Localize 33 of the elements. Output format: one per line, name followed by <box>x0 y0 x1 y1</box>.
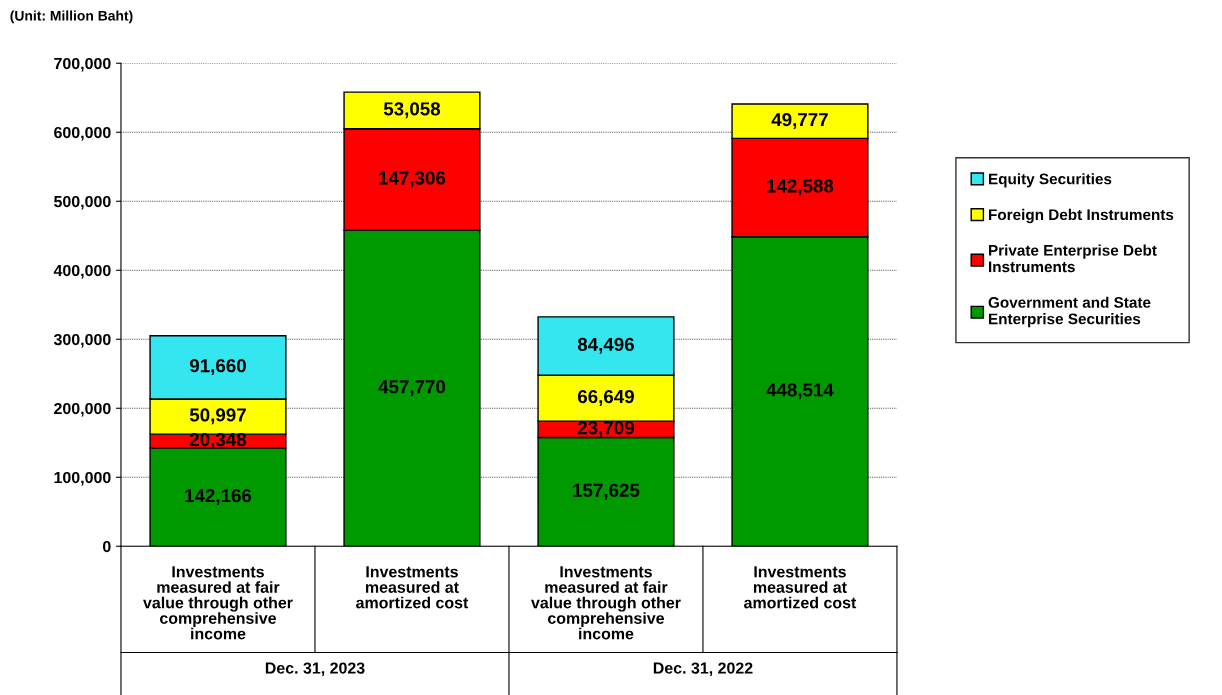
y-tick-label: 600,000 <box>54 126 111 141</box>
y-tick-label: 500,000 <box>54 195 111 210</box>
legend-label: Equity Securities <box>989 173 1112 188</box>
data-label: 53,058 <box>383 102 441 119</box>
data-label: 84,496 <box>577 337 634 354</box>
data-label: 23,709 <box>577 421 634 438</box>
data-label: 50,997 <box>189 408 246 425</box>
data-label: 457,770 <box>378 380 446 397</box>
y-tick-label: 700,000 <box>54 57 111 72</box>
legend-label: Government and State Enterprise Securities <box>988 296 1151 328</box>
y-tick-label: 200,000 <box>54 402 111 417</box>
legend-label: Private Enterprise Debt Instruments <box>989 244 1157 273</box>
x-tick-label: Investments measured at amortized cost <box>356 566 469 609</box>
x-tick-label: Investments measured at amortized cost <box>744 566 857 609</box>
data-label: 20,348 <box>189 432 247 449</box>
text: Dec. 31, 2023 <box>265 662 365 677</box>
text: Dec. 31, 2022 <box>653 662 753 677</box>
data-label: 66,649 <box>577 389 634 406</box>
data-label: 142,166 <box>185 488 252 505</box>
y-tick-label: 300,000 <box>53 333 111 348</box>
text: (Unit: Million Baht) <box>10 10 133 24</box>
data-label: 157,625 <box>573 483 640 500</box>
y-tick-label: 100,000 <box>54 471 111 486</box>
legend-label: Foreign Debt Instruments <box>989 208 1174 224</box>
y-tick-label: 0 <box>103 540 111 553</box>
y-tick-label: 400,000 <box>53 264 111 279</box>
x-tick-label: Investments measured at fair value through other comprehensive income <box>143 566 293 640</box>
data-label: 49,777 <box>771 112 828 129</box>
data-label: 448,514 <box>766 383 834 400</box>
x-tick-label: Investments measured at fair value through other comprehensive income <box>531 566 681 640</box>
data-label: 142,588 <box>767 179 834 196</box>
data-label: 147,306 <box>379 171 446 188</box>
data-label: 91,660 <box>189 359 246 376</box>
